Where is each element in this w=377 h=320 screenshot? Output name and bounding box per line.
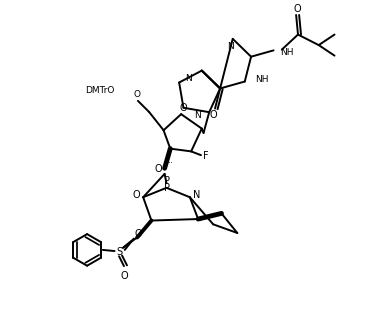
- Text: O: O: [121, 270, 129, 281]
- Text: N: N: [185, 74, 192, 83]
- Text: O: O: [179, 103, 187, 113]
- Text: F: F: [202, 151, 208, 161]
- Text: P: P: [164, 183, 170, 193]
- Text: N: N: [227, 42, 234, 51]
- Text: DMTrO: DMTrO: [85, 86, 115, 95]
- Text: O: O: [133, 190, 141, 200]
- Text: S: S: [116, 247, 122, 257]
- Text: NH: NH: [280, 48, 294, 57]
- Text: O: O: [134, 90, 141, 99]
- Text: O: O: [210, 110, 217, 120]
- Text: O: O: [135, 229, 143, 239]
- Text: N: N: [194, 111, 201, 120]
- Text: O: O: [294, 4, 302, 13]
- Text: ...: ...: [166, 158, 173, 164]
- Text: NH: NH: [255, 75, 269, 84]
- Text: N: N: [193, 190, 200, 200]
- Text: P: P: [164, 176, 170, 186]
- Text: O: O: [154, 164, 162, 174]
